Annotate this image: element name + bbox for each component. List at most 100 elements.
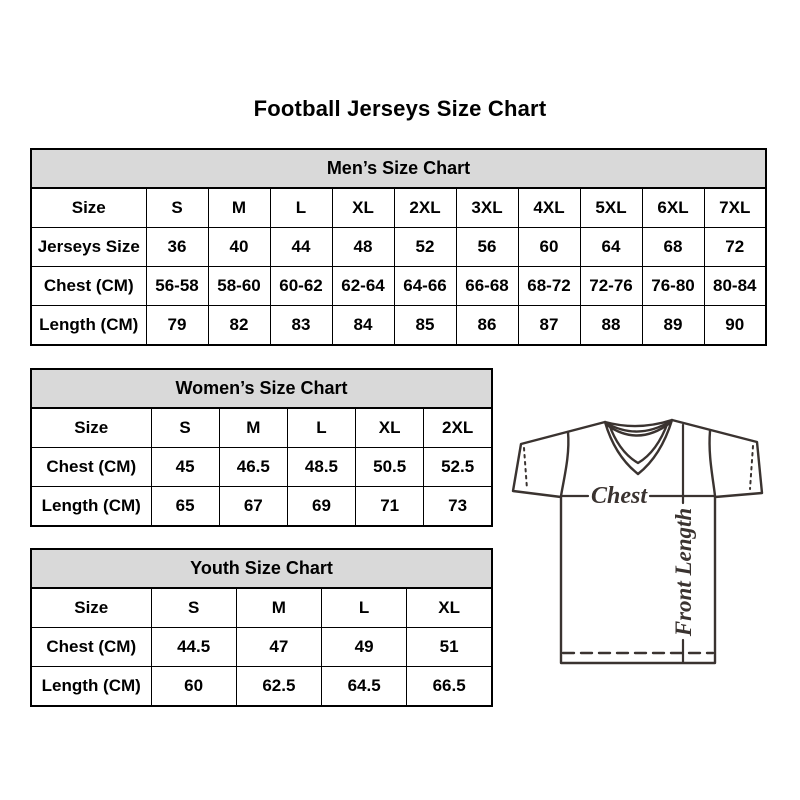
table-row: Jerseys Size 36 40 44 48 52 56 60 64 68 72 [30,227,767,267]
value-cell: 90 [703,305,767,346]
value-cell: 51 [406,627,493,667]
value-cell: 6XL [641,187,705,228]
table-row: Length (CM) 79 82 83 84 85 86 87 88 89 90 [30,305,767,346]
value-cell: M [235,587,323,628]
table-title-row: Women’s Size Chart [30,368,493,409]
value-cell: L [286,407,357,448]
value-cell: 48.5 [286,447,357,487]
row-label-cell: Chest (CM) [30,627,152,667]
value-cell: 62-64 [331,266,395,306]
value-cell: 3XL [455,187,519,228]
value-cell: L [269,187,333,228]
left-sleeve-seam [559,430,570,498]
row-label-cell: Size [30,187,147,228]
value-cell: 44 [269,227,333,267]
row-label-cell: Chest (CM) [30,266,147,306]
value-cell: 76-80 [641,266,705,306]
value-cell: 68 [641,227,705,267]
value-cell: 58-60 [207,266,271,306]
value-cell: S [150,407,220,448]
mens-table-title: Men’s Size Chart [30,148,767,189]
jersey-outline [511,418,764,665]
value-cell: 56 [455,227,519,267]
value-cell: 79 [145,305,209,346]
row-label-cell: Chest (CM) [30,447,152,487]
value-cell: L [320,587,408,628]
table-row: Chest (CM) 45 46.5 48.5 50.5 52.5 [30,447,493,487]
value-cell: 71 [355,486,425,527]
value-cell: S [145,187,209,228]
value-cell: 83 [269,305,333,346]
value-cell: 47 [235,627,323,667]
row-label-cell: Length (CM) [30,666,152,707]
value-cell: 86 [455,305,519,346]
table-title-row: Youth Size Chart [30,548,493,589]
value-cell: 80-84 [703,266,767,306]
value-cell: 65 [150,486,220,527]
row-label-cell: Length (CM) [30,486,152,527]
youth-size-table: Youth Size Chart Size S M L XL Chest (CM) 44.5… [30,548,493,707]
value-cell: 44.5 [150,627,237,667]
chest-label: Chest [591,483,648,509]
vneck-inner-line [607,420,670,465]
value-cell: 45 [150,447,220,487]
value-cell: 73 [423,486,493,527]
table-row: Size S M L XL 2XL [30,407,493,448]
value-cell: 50.5 [355,447,425,487]
value-cell: 36 [145,227,209,267]
value-cell: 52.5 [423,447,493,487]
collar-arc-outer [604,419,673,433]
front-length-label: Front Length [671,508,696,637]
value-cell: 72-76 [579,266,643,306]
value-cell: 66.5 [406,666,493,707]
value-cell: M [207,187,271,228]
right-cuff-stitch [749,445,754,490]
womens-table-body: Size S M L XL 2XL Chest (CM) 45 46.5 48.5 50.5 52.5… [30,407,493,527]
collar-arc-inner [605,421,672,437]
youth-table-body: Size S M L XL Chest (CM) 44.5 47 49 51 Length (CM)… [30,587,493,707]
right-sleeve-seam [708,429,717,498]
value-cell: 46.5 [218,447,288,487]
value-cell: 48 [331,227,395,267]
value-cell: 68-72 [517,266,581,306]
womens-table-title: Women’s Size Chart [30,368,493,409]
row-label-cell: Size [30,407,152,448]
row-label-cell: Size [30,587,152,628]
value-cell: 56-58 [145,266,209,306]
value-cell: S [150,587,237,628]
womens-size-table: Women’s Size Chart Size S M L XL 2XL Chest (CM… [30,368,493,527]
value-cell: 4XL [517,187,581,228]
page-title: Football Jerseys Size Chart [253,96,547,121]
table-row: Chest (CM) 44.5 47 49 51 [30,627,493,667]
value-cell: 64 [579,227,643,267]
value-cell: 89 [641,305,705,346]
row-label-cell: Length (CM) [30,305,147,346]
value-cell: 67 [218,486,288,527]
value-cell: 64-66 [393,266,457,306]
value-cell: 84 [331,305,395,346]
value-cell: 60 [517,227,581,267]
table-row: Size S M L XL [30,587,493,628]
value-cell: 40 [207,227,271,267]
value-cell: 49 [320,627,408,667]
value-cell: 72 [703,227,767,267]
value-cell: 82 [207,305,271,346]
value-cell: 85 [393,305,457,346]
value-cell: 88 [579,305,643,346]
value-cell: M [218,407,288,448]
table-row: Length (CM) 65 67 69 71 73 [30,486,493,527]
value-cell: XL [331,187,395,228]
table-row: Chest (CM) 56-58 58-60 60-62 62-64 64-66 66-68… [30,266,767,306]
value-cell: 64.5 [320,666,408,707]
table-title-row: Men’s Size Chart [30,148,767,189]
value-cell: 60-62 [269,266,333,306]
value-cell: 60 [150,666,237,707]
value-cell: 52 [393,227,457,267]
vneck-outer-line [603,418,674,476]
value-cell: 62.5 [235,666,323,707]
left-cuff-stitch [523,447,528,490]
jersey-measurement-diagram: Chest Front Length [506,410,768,672]
row-label-cell: Jerseys Size [30,227,147,267]
youth-table-title: Youth Size Chart [30,548,493,589]
value-cell: 2XL [393,187,457,228]
